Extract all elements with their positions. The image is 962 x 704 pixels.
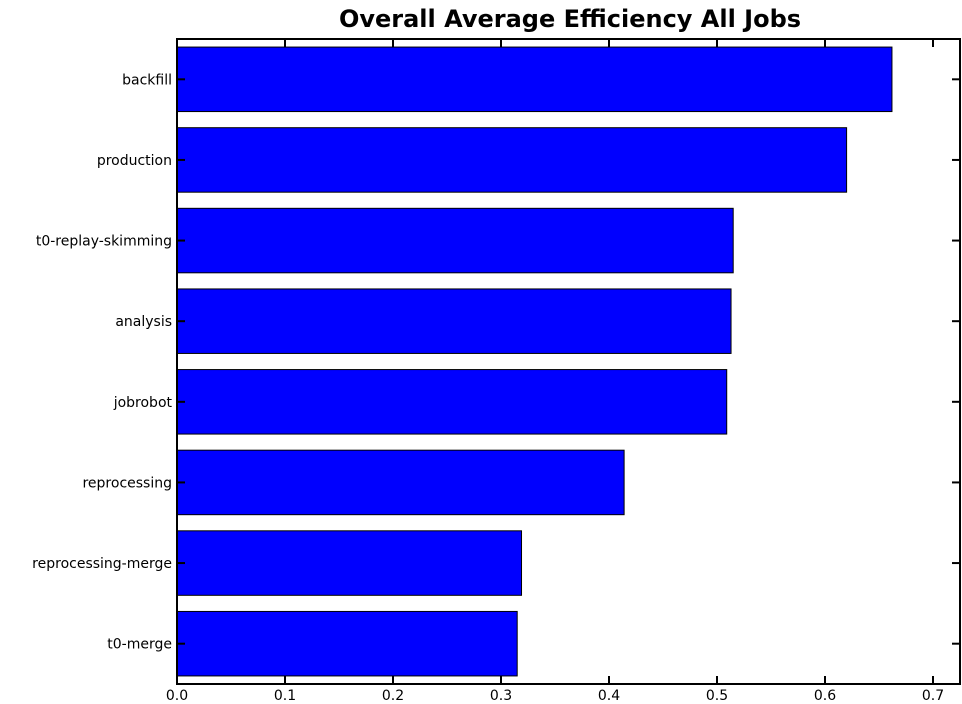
y-tick-label: reprocessing	[82, 475, 172, 491]
bar-t0-merge	[176, 610, 518, 677]
chart-title: Overall Average Efficiency All Jobs	[339, 5, 801, 33]
bar-reprocessing	[176, 449, 625, 516]
x-tick-label: 0.2	[382, 688, 404, 704]
x-axis: 0.0 0.1 0.2 0.3 0.4 0.5 0.6 0.7	[166, 39, 944, 704]
bar-jobrobot	[176, 369, 728, 435]
plot-frame	[176, 38, 961, 685]
x-tick-label: 0.7	[922, 688, 944, 704]
y-axis: backfill production t0-replay-skimming anal…	[32, 72, 960, 653]
y-tick-label: backfill	[122, 72, 172, 88]
y-tick-label: reprocessing-merge	[32, 556, 172, 572]
bar-t0-replay-skimming	[176, 207, 734, 274]
x-tick-label: 0.1	[274, 688, 296, 704]
x-tick-label: 0.6	[814, 688, 836, 704]
x-tick-label: 0.4	[598, 688, 620, 704]
y-tick-label: t0-merge	[107, 637, 172, 653]
bar-backfill	[176, 46, 893, 113]
bar-analysis	[176, 288, 732, 354]
x-tick-label: 0.5	[706, 688, 728, 704]
bars-group	[176, 46, 893, 677]
y-tick-label: t0-replay-skimming	[36, 234, 172, 250]
y-tick-label: production	[97, 153, 172, 169]
x-tick-label: 0.0	[166, 688, 188, 704]
x-tick-label: 0.3	[490, 688, 512, 704]
y-tick-label: analysis	[115, 314, 172, 330]
bar-production	[176, 127, 848, 193]
bar-reprocessing-merge	[176, 530, 523, 596]
y-tick-label: jobrobot	[113, 395, 173, 411]
